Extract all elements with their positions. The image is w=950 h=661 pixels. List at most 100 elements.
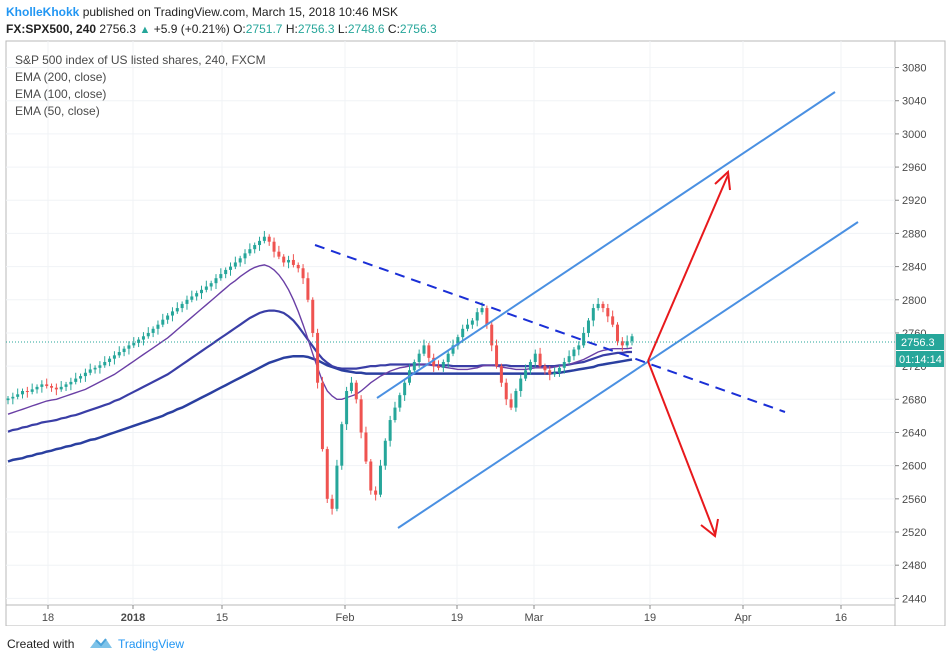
candle-body	[591, 308, 595, 321]
ema100-line[interactable]	[7, 309, 632, 433]
candle-body	[543, 366, 547, 371]
x-tick-label: 2018	[121, 612, 145, 624]
price-change: +5.9 (+0.21%)	[153, 22, 230, 36]
candle-body	[79, 376, 83, 379]
candle-body	[50, 386, 54, 388]
candle-body	[166, 315, 170, 320]
y-tick-label: 2480	[902, 560, 926, 572]
candle-body	[557, 367, 561, 373]
candle-body	[16, 394, 20, 397]
candle-body	[30, 389, 34, 392]
candle-body	[6, 398, 10, 401]
candle-body	[369, 461, 373, 491]
up-arrow-icon: ▲	[139, 24, 151, 36]
y-tick-label: 2800	[902, 295, 926, 307]
time-axis: 18 2018 15 Feb 19 Mar 19 Apr 16	[42, 605, 847, 624]
candle-body	[54, 387, 58, 390]
high-label: H:	[285, 22, 298, 36]
candle-body	[40, 384, 44, 387]
bullish-target-arrow[interactable]	[647, 174, 729, 362]
candle-body	[190, 296, 194, 300]
candle-body	[422, 345, 426, 354]
y-tick-label: 2680	[902, 394, 926, 406]
candlesticks	[6, 230, 634, 515]
candle-body	[611, 316, 615, 325]
footer: Created with TradingView	[0, 626, 950, 661]
high-value: 2756.3	[297, 22, 335, 36]
candle-body	[519, 378, 523, 392]
x-tick-label: 18	[42, 612, 54, 624]
candle-body	[325, 449, 329, 499]
ema200-line[interactable]	[7, 354, 633, 463]
author-link[interactable]: KholleKhokk	[6, 5, 80, 19]
x-tick-label: 19	[644, 612, 656, 624]
tradingview-brand-link[interactable]: TradingView	[118, 637, 185, 651]
candle-body	[127, 345, 131, 349]
candle-body	[64, 384, 68, 387]
candle-body	[195, 293, 199, 297]
candle-body	[282, 256, 286, 263]
ema50-line[interactable]	[7, 264, 633, 415]
candle-body	[35, 386, 39, 390]
candle-body	[180, 303, 184, 309]
candle-body	[349, 382, 353, 392]
open-label: O:	[233, 22, 246, 36]
candle-body	[74, 378, 78, 382]
candle-body	[258, 240, 262, 246]
legend-ema-100[interactable]: EMA (100, close)	[15, 87, 107, 101]
candle-body	[320, 382, 324, 450]
symbol-label: FX:SPX500, 240	[6, 22, 97, 36]
y-tick-label: 3000	[902, 129, 926, 141]
legend-title: S&P 500 index of US listed shares, 240, …	[15, 53, 266, 67]
legend-ema-200[interactable]: EMA (200, close)	[15, 70, 107, 84]
x-tick-label: Mar	[525, 612, 544, 624]
candle-body	[490, 324, 494, 346]
candle-body	[253, 245, 257, 250]
candle-body	[364, 432, 368, 462]
price-chart[interactable]: 2440248025202560260026402680272027602800…	[0, 0, 950, 626]
countdown-label: 01:14:14	[899, 354, 942, 366]
candle-body	[151, 328, 155, 333]
candle-body	[45, 384, 49, 387]
candle-body	[577, 345, 581, 350]
lower-channel-line[interactable]	[397, 221, 859, 529]
candle-body	[354, 382, 358, 400]
candle-body	[495, 345, 499, 367]
x-tick-label: Feb	[336, 612, 355, 624]
candle-body	[122, 348, 126, 353]
candle-body	[287, 259, 291, 263]
tradingview-logo-icon[interactable]	[88, 636, 114, 650]
candle-body	[480, 308, 484, 313]
candle-body	[553, 372, 557, 375]
candle-body	[204, 286, 208, 290]
candle-body	[229, 266, 233, 270]
candle-body	[132, 342, 136, 346]
candle-body	[340, 424, 344, 466]
upper-channel-line[interactable]	[376, 91, 836, 399]
candle-body	[88, 369, 92, 373]
y-tick-label: 2880	[902, 228, 926, 240]
candle-body	[243, 253, 247, 259]
candle-body	[359, 399, 363, 433]
candle-body	[412, 361, 416, 371]
candle-body	[185, 299, 189, 304]
candle-body	[374, 490, 378, 495]
descending-trendline[interactable]	[314, 244, 786, 413]
candle-body	[432, 357, 436, 367]
candle-body	[316, 332, 320, 383]
bearish-target-arrow[interactable]	[647, 360, 716, 535]
candle-body	[108, 358, 112, 362]
candle-body	[161, 319, 165, 325]
candle-body	[548, 370, 552, 375]
candle-body	[509, 399, 513, 408]
candle-body	[262, 236, 266, 241]
y-tick-label: 2560	[902, 494, 926, 506]
candle-body	[175, 308, 179, 312]
y-tick-label: 2440	[902, 593, 926, 605]
x-tick-label: 15	[216, 612, 228, 624]
legend-ema-50[interactable]: EMA (50, close)	[15, 104, 100, 118]
candle-body	[301, 268, 305, 279]
bearish-arrowhead-icon	[700, 518, 719, 538]
last-price-box	[896, 334, 944, 350]
candle-body	[156, 324, 160, 329]
